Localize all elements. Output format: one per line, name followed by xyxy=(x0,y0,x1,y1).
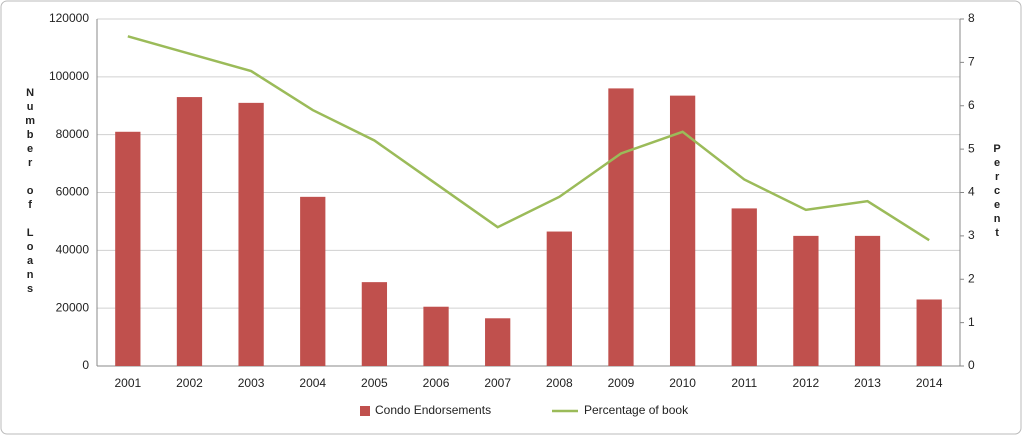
x-tick-label: 2005 xyxy=(361,376,388,390)
x-tick-label: 2004 xyxy=(299,376,326,390)
x-tick-label: 2008 xyxy=(546,376,573,390)
y2-tick-label: 1 xyxy=(968,315,975,329)
y-tick-label: 20000 xyxy=(56,300,90,314)
x-tick-label: 2014 xyxy=(916,376,943,390)
x-tick-label: 2001 xyxy=(114,376,141,390)
bar xyxy=(669,95,696,367)
y2-tick-label: 3 xyxy=(968,228,975,242)
y2-tick-label: 8 xyxy=(968,11,975,25)
line xyxy=(127,35,930,242)
bar xyxy=(854,235,881,366)
y2-tick-label: 5 xyxy=(968,141,975,155)
y-axis-label: Number of Loans xyxy=(24,87,36,297)
x-tick-label: 2007 xyxy=(484,376,511,390)
bar xyxy=(731,208,757,366)
x-tick-label: 2011 xyxy=(731,376,757,390)
y-tick-label: 0 xyxy=(82,358,89,372)
bar xyxy=(608,88,634,367)
y2-axis-label: Percent xyxy=(991,143,1003,241)
bar xyxy=(361,282,388,366)
x-tick-label: 2012 xyxy=(793,376,820,390)
bar xyxy=(238,102,264,366)
bar xyxy=(546,231,572,366)
bar xyxy=(485,318,511,366)
x-tick-label: 2006 xyxy=(423,376,450,390)
bar xyxy=(916,299,942,366)
bar xyxy=(793,235,819,366)
y2-tick-label: 2 xyxy=(968,271,975,285)
legend-label: Percentage of book xyxy=(584,403,689,417)
bar xyxy=(423,306,449,366)
legend-label: Condo Endorsements xyxy=(375,403,491,417)
bar xyxy=(300,196,326,366)
y2-tick-label: 0 xyxy=(968,358,975,372)
x-tick-label: 2013 xyxy=(854,376,881,390)
y-tick-label: 80000 xyxy=(56,127,90,141)
y-tick-label: 120000 xyxy=(49,11,89,25)
x-tick-label: 2002 xyxy=(176,376,203,390)
y2-tick-label: 6 xyxy=(968,98,975,112)
y2-tick-label: 7 xyxy=(968,55,975,69)
bar xyxy=(176,97,203,366)
legend-swatch xyxy=(360,406,370,416)
y2-tick-label: 4 xyxy=(968,185,975,199)
x-tick-label: 2009 xyxy=(608,376,635,390)
x-tick-label: 2003 xyxy=(238,376,265,390)
y-tick-label: 40000 xyxy=(56,243,90,257)
y-tick-label: 60000 xyxy=(56,185,90,199)
y-tick-label: 100000 xyxy=(49,69,89,83)
x-tick-label: 2010 xyxy=(669,376,696,390)
bar xyxy=(115,131,141,366)
